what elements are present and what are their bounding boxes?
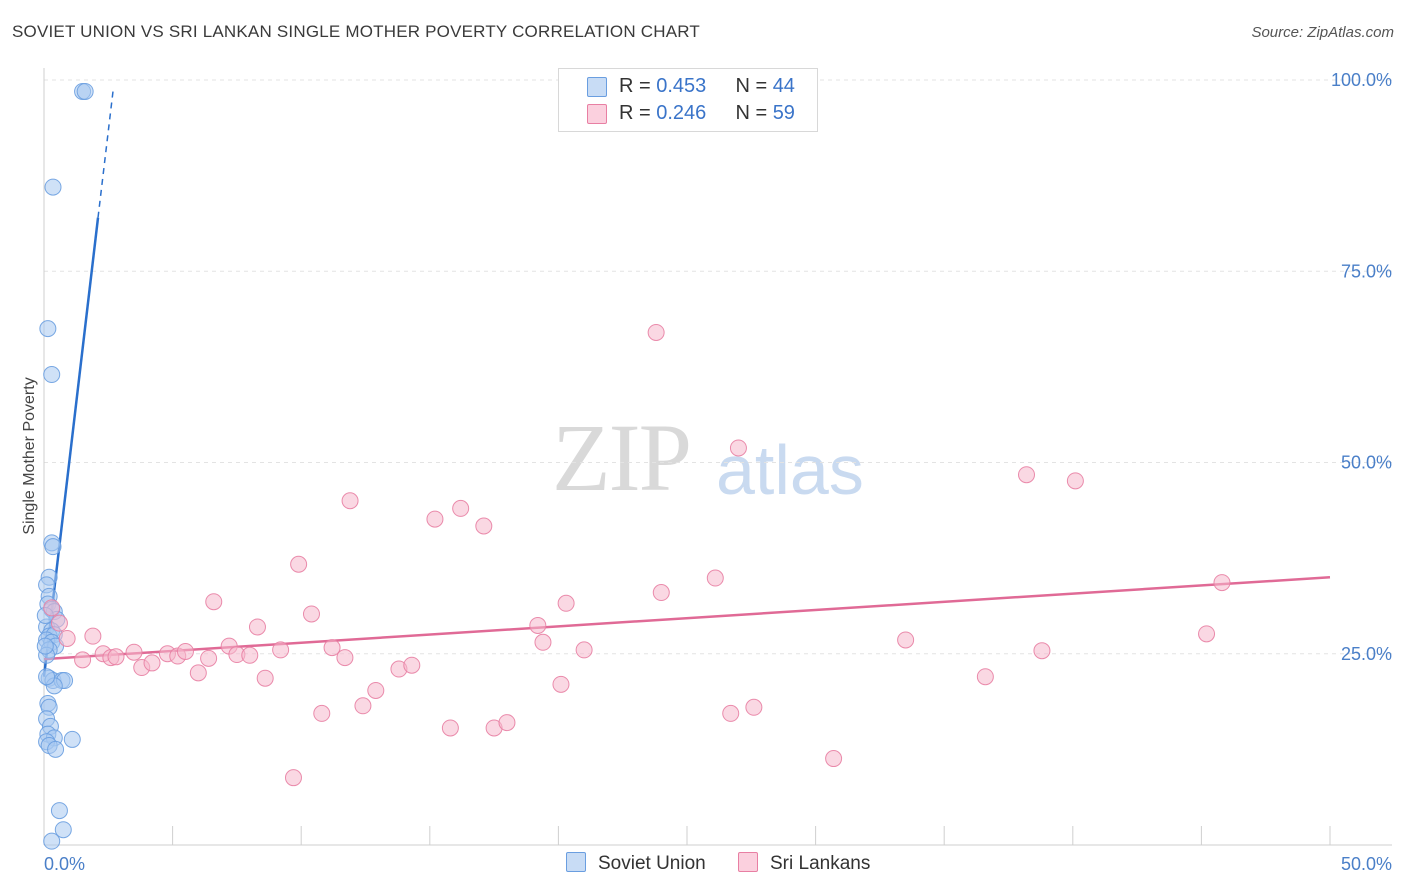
tick-labels: 25.0% 50.0% 75.0% 100.0% 0.0% 50.0% bbox=[44, 70, 1392, 874]
bottom-legend-label: Soviet Union bbox=[598, 853, 706, 874]
point-sri-lankans bbox=[441, 719, 459, 737]
point-sri-lankans bbox=[241, 646, 259, 664]
watermark-zip: ZIP bbox=[552, 404, 692, 511]
point-sri-lankans bbox=[1018, 466, 1036, 484]
legend-n-value: 59 bbox=[772, 102, 795, 124]
point-sri-lankans bbox=[976, 668, 994, 686]
point-sri-lankans bbox=[1198, 625, 1216, 643]
point-sri-lankans bbox=[367, 681, 385, 699]
point-sri-lankans bbox=[341, 492, 359, 510]
x-tick-label: 0.0% bbox=[44, 854, 85, 874]
point-sri-lankans bbox=[125, 643, 143, 661]
point-sri-lankans bbox=[336, 649, 354, 667]
point-sri-lankans bbox=[313, 704, 331, 722]
point-sri-lankans bbox=[176, 642, 194, 660]
point-sri-lankans bbox=[729, 439, 747, 457]
point-sri-lankans bbox=[825, 750, 843, 768]
bottom-legend-swatch-sri-lankans bbox=[738, 852, 758, 872]
point-sri-lankans bbox=[143, 654, 161, 672]
point-sri-lankans bbox=[575, 641, 593, 659]
point-sri-lankans bbox=[248, 618, 266, 636]
trend-line-sri-lankans bbox=[43, 576, 1331, 661]
point-sri-lankans bbox=[107, 648, 125, 666]
point-sri-lankans bbox=[1066, 472, 1084, 490]
point-sri-lankans bbox=[426, 510, 444, 528]
trend-lines bbox=[42, 87, 1331, 677]
legend-r-value: 0.453 bbox=[656, 75, 707, 97]
bottom-legend-soviet-union: Soviet Union bbox=[566, 852, 706, 875]
point-sri-lankans bbox=[302, 605, 320, 623]
y-tick-label: 100.0% bbox=[1331, 70, 1392, 90]
point-sri-lankans bbox=[706, 569, 724, 587]
point-sri-lankans bbox=[200, 649, 218, 667]
y-tick-label: 25.0% bbox=[1341, 644, 1392, 664]
point-soviet-union bbox=[43, 366, 61, 384]
point-sri-lankans bbox=[1213, 574, 1231, 592]
point-sri-lankans bbox=[529, 616, 547, 634]
legend-swatch-soviet-union bbox=[587, 77, 607, 97]
point-soviet-union bbox=[44, 178, 62, 196]
data-points bbox=[36, 82, 1231, 850]
point-soviet-union bbox=[50, 802, 68, 820]
point-sri-lankans bbox=[256, 669, 274, 687]
legend-r-label: R = bbox=[619, 102, 657, 124]
point-sri-lankans bbox=[84, 627, 102, 645]
chart-title: SOVIET UNION VS SRI LANKAN SINGLE MOTHER… bbox=[12, 22, 700, 41]
point-sri-lankans bbox=[475, 517, 493, 535]
point-sri-lankans bbox=[323, 639, 341, 657]
point-soviet-union bbox=[63, 730, 81, 748]
point-sri-lankans bbox=[452, 499, 470, 517]
point-sri-lankans bbox=[284, 769, 302, 787]
y-tick-label: 75.0% bbox=[1341, 261, 1392, 281]
point-sri-lankans bbox=[43, 599, 61, 617]
point-sri-lankans bbox=[897, 631, 915, 649]
source-label: Source: ZipAtlas.com bbox=[1251, 24, 1394, 41]
axes bbox=[43, 68, 1392, 846]
point-sri-lankans bbox=[722, 704, 740, 722]
bottom-legend-sri-lankans: Sri Lankans bbox=[738, 852, 870, 875]
point-sri-lankans bbox=[403, 656, 421, 674]
legend-r-label: R = bbox=[619, 75, 657, 97]
point-soviet-union bbox=[38, 668, 56, 686]
point-sri-lankans bbox=[205, 593, 223, 611]
legend-n-label: N = bbox=[735, 75, 773, 97]
point-sri-lankans bbox=[58, 629, 76, 647]
legend-swatch-sri-lankans bbox=[587, 104, 607, 124]
point-sri-lankans bbox=[745, 698, 763, 716]
grid-lines bbox=[44, 79, 1392, 655]
point-sri-lankans bbox=[272, 641, 290, 659]
point-soviet-union bbox=[36, 637, 54, 655]
legend-r-value: 0.246 bbox=[656, 102, 707, 124]
point-sri-lankans bbox=[290, 555, 308, 573]
point-sri-lankans bbox=[652, 584, 670, 602]
bottom-legend-swatch-soviet-union bbox=[566, 852, 586, 872]
point-soviet-union bbox=[47, 740, 65, 758]
point-sri-lankans bbox=[647, 323, 665, 341]
legend-n-value: 44 bbox=[772, 75, 795, 97]
y-tick-label: 50.0% bbox=[1341, 453, 1392, 473]
point-sri-lankans bbox=[552, 675, 570, 693]
legend-n-label: N = bbox=[735, 102, 773, 124]
x-tick-label: 50.0% bbox=[1341, 854, 1392, 874]
point-sri-lankans bbox=[354, 697, 372, 715]
point-soviet-union bbox=[43, 832, 61, 850]
point-soviet-union bbox=[54, 821, 72, 839]
point-sri-lankans bbox=[50, 614, 68, 632]
point-sri-lankans bbox=[189, 664, 207, 682]
point-sri-lankans bbox=[1033, 642, 1051, 660]
point-sri-lankans bbox=[557, 594, 575, 612]
point-sri-lankans bbox=[498, 714, 516, 732]
point-soviet-union bbox=[76, 82, 94, 100]
point-soviet-union bbox=[39, 320, 57, 338]
y-axis-label: Single Mother Poverty bbox=[21, 377, 38, 534]
point-soviet-union bbox=[44, 538, 62, 556]
point-sri-lankans bbox=[534, 633, 552, 651]
bottom-legend-label: Sri Lankans bbox=[770, 853, 871, 874]
point-sri-lankans bbox=[74, 651, 92, 669]
trend-extension-soviet-union bbox=[97, 87, 115, 218]
stats-legend: R = 0.453 N = 44 R = 0.246 N = 59 bbox=[558, 68, 818, 132]
